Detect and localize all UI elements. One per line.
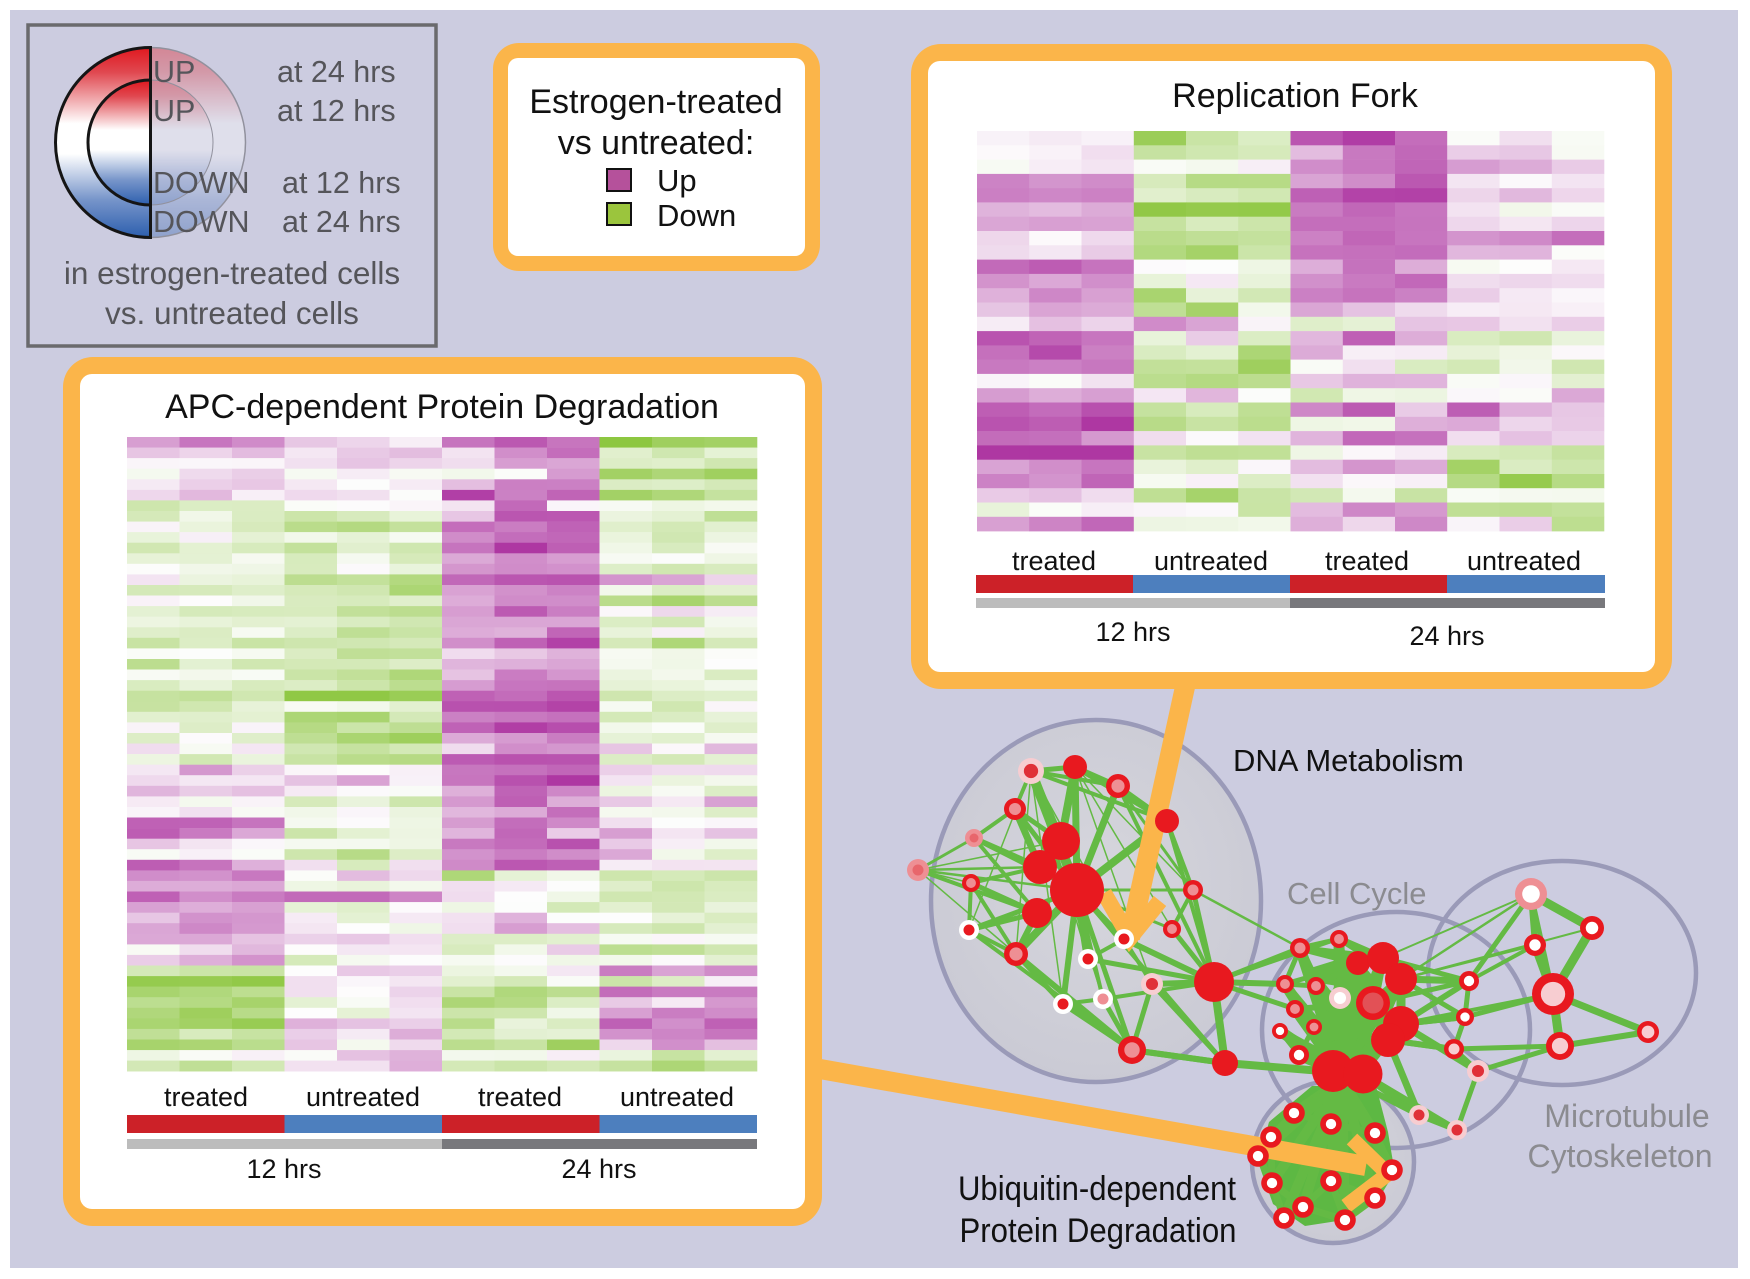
svg-text:vs untreated:: vs untreated: (558, 124, 755, 162)
svg-text:Estrogen-treated: Estrogen-treated (529, 83, 782, 121)
svg-text:Cell Cycle: Cell Cycle (1287, 876, 1427, 911)
svg-text:at 12 hrs: at 12 hrs (277, 94, 396, 128)
svg-text:Protein Degradation: Protein Degradation (960, 1212, 1237, 1250)
svg-text:in estrogen-treated cells: in estrogen-treated cells (64, 255, 400, 291)
svg-text:DNA Metabolism: DNA Metabolism (1233, 743, 1464, 778)
svg-text:DOWN: DOWN (153, 166, 250, 200)
svg-text:treated: treated (1012, 546, 1096, 576)
svg-text:Cytoskeleton: Cytoskeleton (1528, 1138, 1713, 1174)
svg-text:treated: treated (478, 1082, 562, 1112)
svg-text:at 24 hrs: at 24 hrs (277, 55, 396, 89)
svg-text:Down: Down (657, 198, 736, 233)
svg-text:at 24 hrs: at 24 hrs (282, 205, 401, 239)
svg-text:treated: treated (164, 1082, 248, 1112)
svg-text:Replication Fork: Replication Fork (1172, 77, 1419, 115)
svg-text:vs. untreated cells: vs. untreated cells (105, 295, 359, 331)
svg-text:12 hrs: 12 hrs (1095, 617, 1170, 647)
svg-text:UP: UP (153, 55, 195, 89)
svg-text:treated: treated (1325, 546, 1409, 576)
svg-text:24 hrs: 24 hrs (1409, 621, 1484, 651)
svg-text:UP: UP (153, 94, 195, 128)
svg-text:24 hrs: 24 hrs (561, 1154, 636, 1184)
svg-text:APC-dependent Protein Degradat: APC-dependent Protein Degradation (165, 388, 719, 426)
svg-text:at 12 hrs: at 12 hrs (282, 166, 401, 200)
svg-text:untreated: untreated (1467, 546, 1581, 576)
svg-text:untreated: untreated (1154, 546, 1268, 576)
svg-text:Up: Up (657, 163, 697, 198)
svg-text:untreated: untreated (620, 1082, 734, 1112)
svg-text:Ubiquitin-dependent: Ubiquitin-dependent (958, 1170, 1237, 1208)
svg-text:DOWN: DOWN (153, 205, 250, 239)
svg-text:12 hrs: 12 hrs (246, 1154, 321, 1184)
svg-text:untreated: untreated (306, 1082, 420, 1112)
svg-text:Microtubule: Microtubule (1544, 1098, 1709, 1134)
